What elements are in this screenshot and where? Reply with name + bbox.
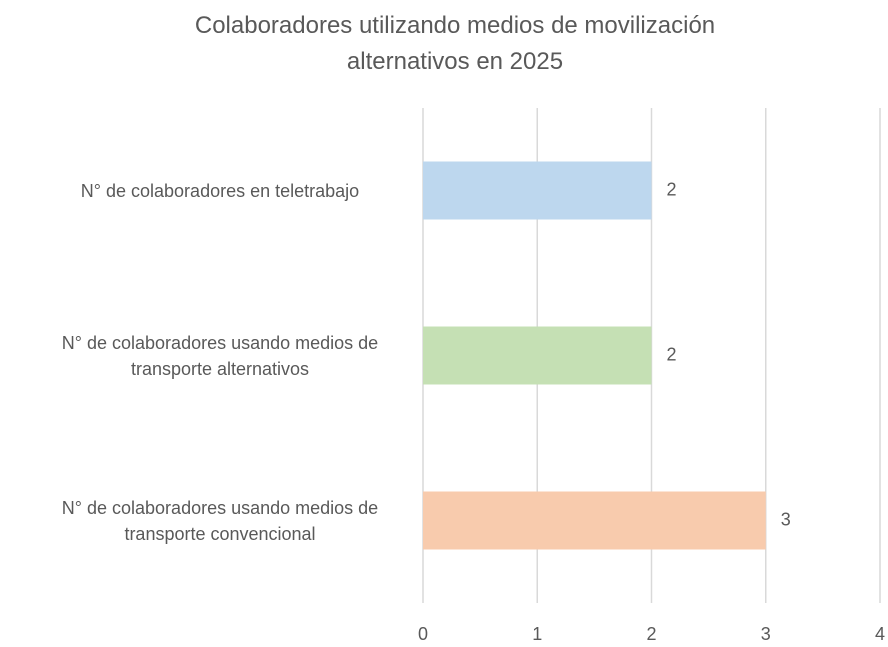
chart-title: Colaboradores utilizando medios de movil… xyxy=(194,12,716,75)
x-tick-label: 1 xyxy=(532,624,542,644)
x-tick-label: 0 xyxy=(418,624,428,644)
data-label: 3 xyxy=(781,509,791,529)
bar xyxy=(423,491,766,550)
category-label: N° de colaboradores usando medios de tra… xyxy=(61,332,379,379)
bar xyxy=(423,161,652,220)
category-label: N° de colaboradores en teletrabajo xyxy=(80,180,360,201)
bar xyxy=(423,326,652,385)
data-label: 2 xyxy=(667,344,677,364)
category-label: N° de colaboradores usando medios de tra… xyxy=(61,497,379,544)
x-tick-label: 2 xyxy=(646,624,656,644)
x-tick-label: 3 xyxy=(761,624,771,644)
data-label: 2 xyxy=(667,179,677,199)
x-tick-label: 4 xyxy=(875,624,885,644)
